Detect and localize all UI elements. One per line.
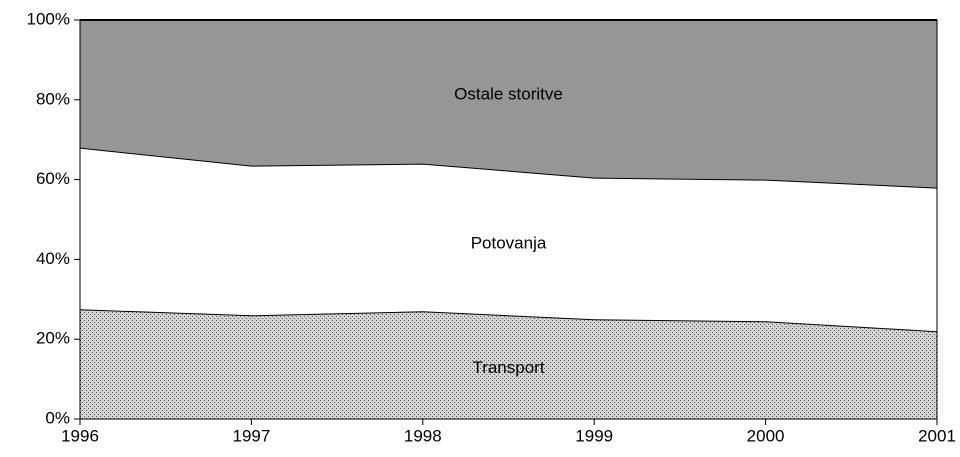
x-tick-label: 1998	[404, 426, 442, 445]
area	[80, 147, 937, 332]
x-tick-label: 2000	[747, 426, 785, 445]
x-tick-label: 1996	[61, 426, 99, 445]
y-tick-label: 100%	[27, 9, 70, 28]
y-tick-label: 0%	[45, 408, 70, 427]
y-tick-label: 80%	[36, 89, 70, 108]
plot-frame	[79, 19, 938, 420]
area-label: Transport	[472, 358, 544, 377]
x-tick-label: 2001	[918, 426, 956, 445]
area	[80, 309, 937, 419]
area	[80, 20, 937, 188]
x-tick-label: 1999	[575, 426, 613, 445]
area-label: Ostale storitve	[454, 85, 563, 104]
y-tick-label: 40%	[36, 249, 70, 268]
y-tick-label: 60%	[36, 169, 70, 188]
area-line	[79, 308, 938, 333]
area-label: Potovanja	[471, 234, 547, 253]
x-tick-label: 1997	[232, 426, 270, 445]
y-tick-label: 20%	[36, 329, 70, 348]
